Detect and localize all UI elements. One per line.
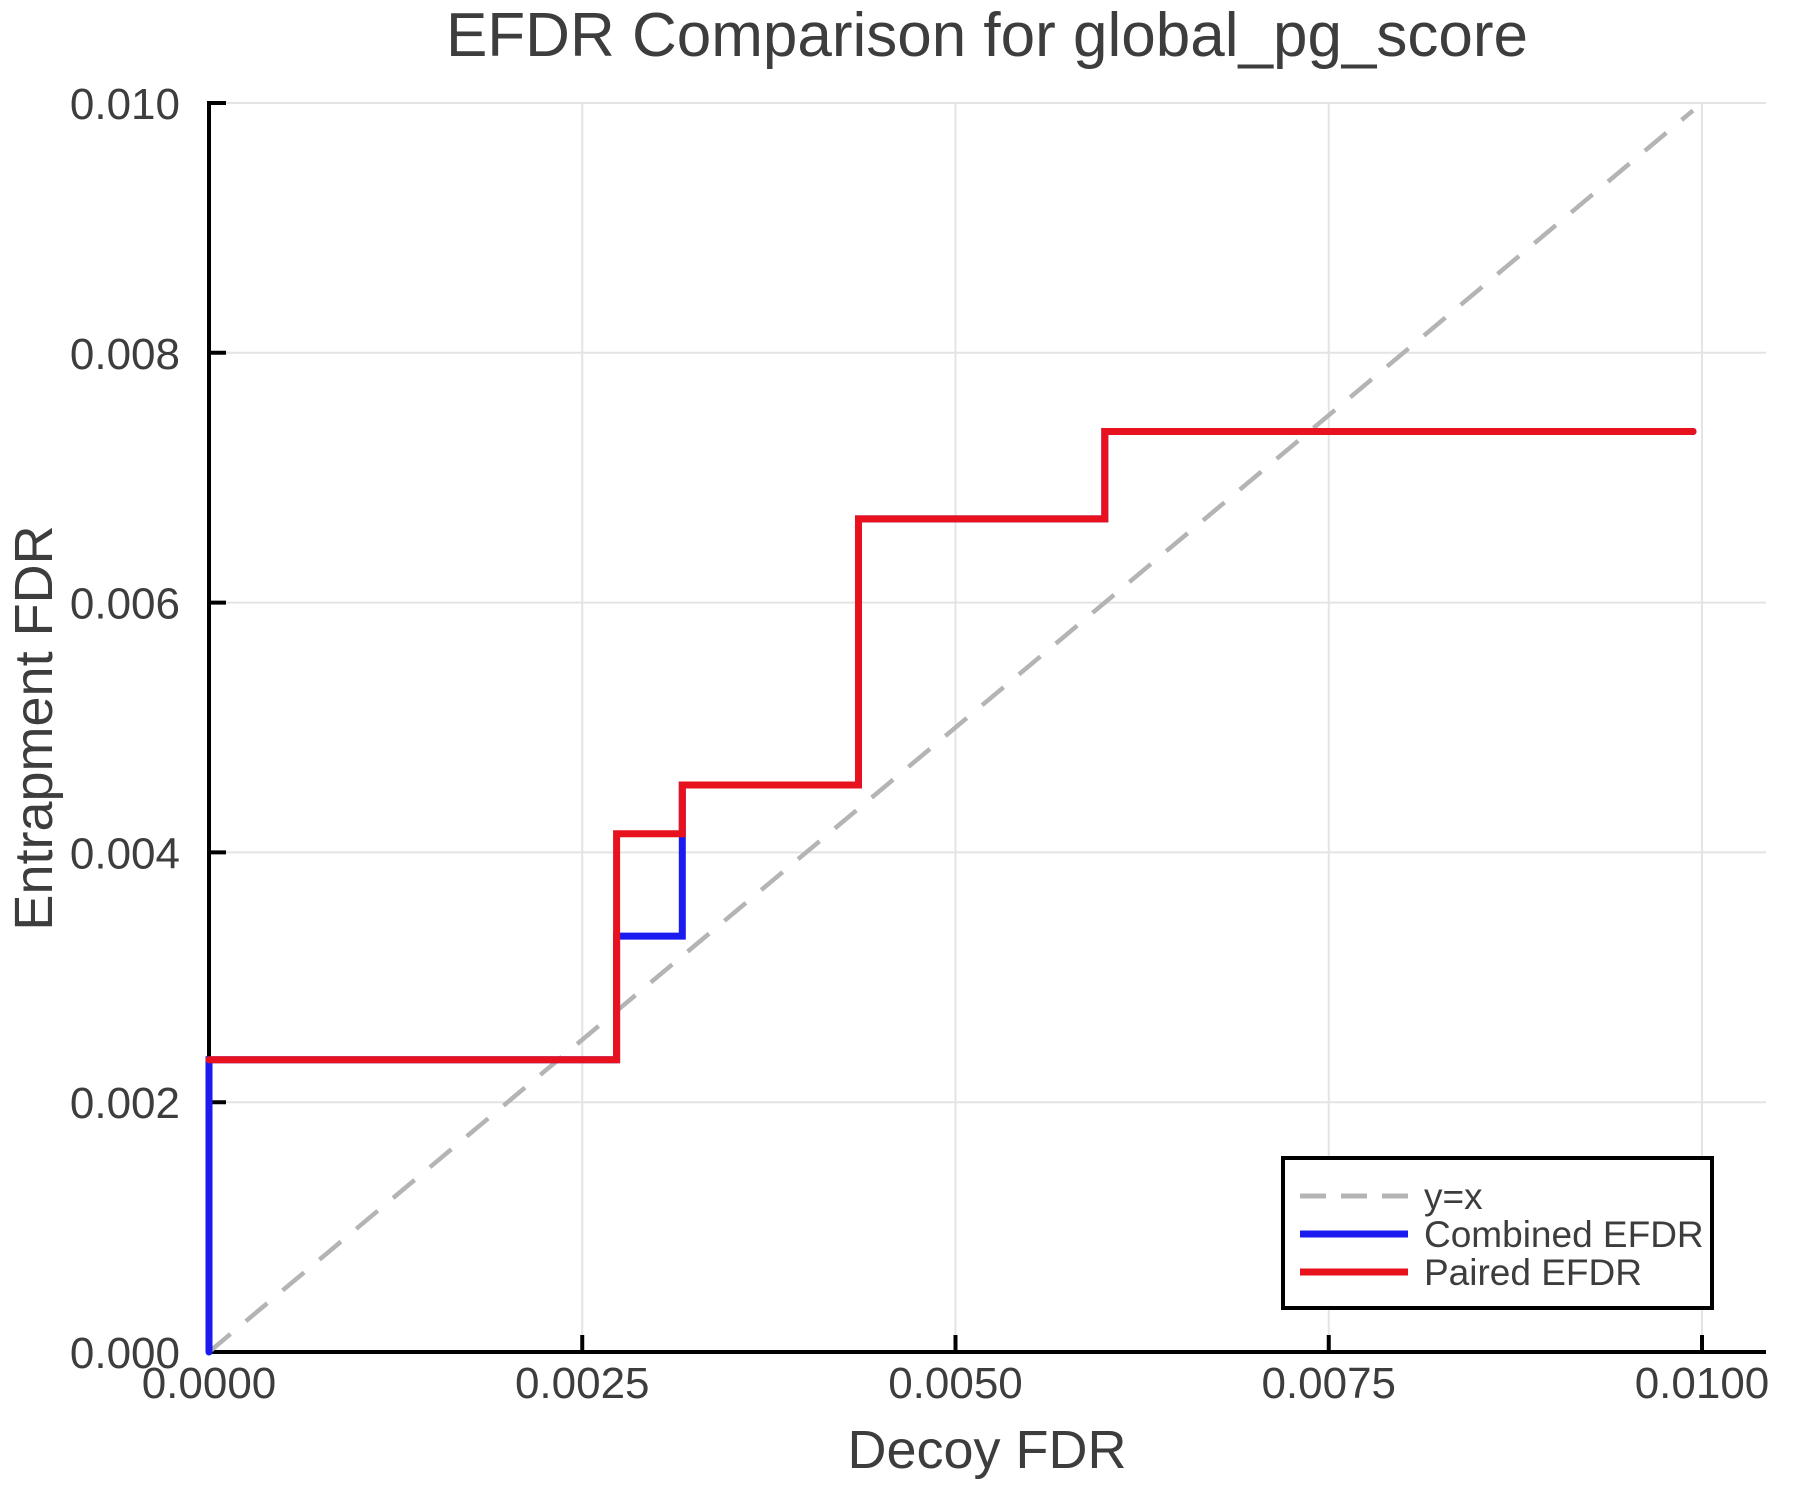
legend-label-yx: y=x [1424,1176,1483,1217]
x-tick-labels: 0.0000 0.0025 0.0050 0.0075 0.0100 [142,1359,1770,1408]
x-axis-label: Decoy FDR [847,1420,1126,1480]
gridlines [209,102,1766,1352]
x-tick-label: 0.0025 [515,1359,650,1408]
legend-item-paired-efdr: Paired EFDR [1300,1252,1642,1293]
x-tick-label: 0.0000 [142,1359,277,1408]
legend-item-yx: y=x [1300,1176,1483,1217]
y-tick-label: 0.004 [70,829,180,878]
series-line-paired-efdr [205,428,1697,1064]
y-tick-label: 0.008 [70,330,180,379]
x-tick-label: 0.0100 [1635,1359,1770,1408]
y-tick-label: 0.010 [70,80,180,129]
legend-label-paired-efdr: Paired EFDR [1424,1252,1642,1293]
series-lines [205,108,1697,1356]
chart-title: EFDR Comparison for global_pg_score [446,1,1528,70]
legend-label-combined-efdr: Combined EFDR [1424,1214,1704,1255]
x-tick-label: 0.0075 [1261,1359,1396,1408]
y-tick-labels: 0.000 0.002 0.004 0.006 0.008 0.010 [70,80,180,1378]
series-line-y-x [207,108,1695,1354]
x-tick-label: 0.0050 [888,1359,1023,1408]
y-tick-label: 0.002 [70,1079,180,1128]
legend-item-combined-efdr: Combined EFDR [1300,1214,1704,1255]
legend: y=x Combined EFDR Paired EFDR [1281,1156,1714,1310]
y-tick-label: 0.006 [70,580,180,629]
y-tick-label: 0.000 [70,1329,180,1378]
legend-box [1281,1156,1714,1310]
y-axis-label: Entrapment FDR [4,525,64,930]
